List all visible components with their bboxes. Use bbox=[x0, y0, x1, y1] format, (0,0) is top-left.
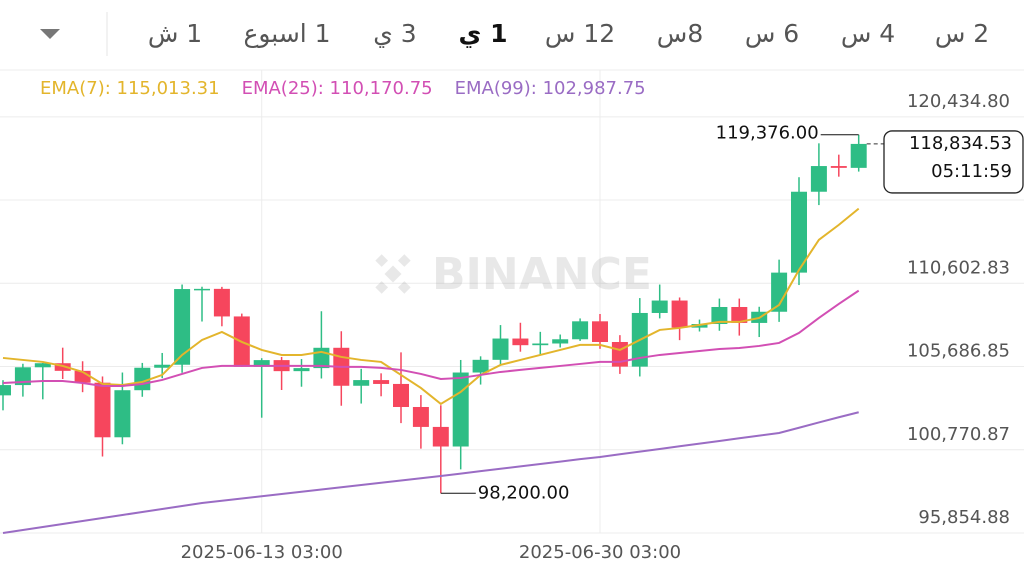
interval-tab[interactable]: 3 ي bbox=[373, 19, 416, 48]
candle-body bbox=[711, 306, 728, 325]
candle-body bbox=[393, 383, 409, 407]
candle-body bbox=[213, 288, 230, 317]
candle-body bbox=[552, 339, 569, 344]
y-tick-label: 95,854.88 bbox=[918, 507, 1010, 528]
candle-body bbox=[572, 321, 589, 340]
candle-body bbox=[850, 143, 867, 168]
legend-name: EMA(7) bbox=[40, 78, 117, 99]
y-tick-label: 110,602.83 bbox=[907, 257, 1010, 278]
legend-value: 110,170.75 bbox=[329, 78, 433, 99]
high-label: 119,376.00 bbox=[716, 123, 819, 144]
x-tick-label: 2025-06-13 03:00 bbox=[181, 542, 343, 563]
watermark-logo bbox=[375, 254, 411, 294]
plot bbox=[0, 134, 867, 535]
interval-tab[interactable]: 1 ش bbox=[148, 19, 202, 48]
price-label: 118,834.53 bbox=[909, 133, 1012, 154]
candle-body bbox=[592, 321, 608, 342]
legend-value: 115,013.31 bbox=[116, 78, 220, 99]
candle-body bbox=[174, 289, 191, 365]
ema-line bbox=[2, 289, 860, 387]
interval-tab[interactable]: 4 س bbox=[841, 19, 895, 48]
legend: EMA(7)115,013.31 EMA(25)110,170.75 EMA(99)… bbox=[40, 78, 668, 99]
y-tick-label: 100,770.87 bbox=[907, 424, 1010, 445]
candle-body bbox=[194, 288, 210, 291]
candle-body bbox=[492, 338, 509, 360]
candle-body bbox=[54, 363, 71, 371]
y-tick-label: 105,686.85 bbox=[907, 341, 1010, 362]
candle-body bbox=[373, 380, 390, 384]
candle-body bbox=[114, 390, 131, 438]
x-tick-label: 2025-06-30 03:00 bbox=[519, 542, 681, 563]
candle-body bbox=[154, 364, 171, 368]
candle-body bbox=[731, 306, 748, 323]
candle-body bbox=[472, 359, 489, 373]
candle-body bbox=[452, 372, 469, 447]
ema-line bbox=[2, 411, 859, 535]
legend-item: EMA(99)102,987.75 bbox=[455, 78, 646, 99]
candle-body bbox=[810, 166, 827, 192]
ema-line bbox=[2, 207, 860, 406]
low-label: 98,200.00 bbox=[478, 482, 570, 503]
watermark-text: BINANCE bbox=[432, 249, 652, 300]
candle-body bbox=[791, 191, 807, 273]
candle-body bbox=[532, 343, 549, 346]
candle-body bbox=[94, 382, 111, 438]
watermark: BINANCE bbox=[375, 249, 652, 300]
candle-body bbox=[771, 272, 788, 312]
price-box bbox=[883, 130, 1024, 194]
interval-tab[interactable]: 6 س bbox=[745, 19, 799, 48]
interval-tab[interactable]: 1 ي bbox=[458, 19, 507, 49]
candle-body bbox=[671, 300, 688, 328]
overlay: 95,854.88 100,770.87 105,686.85 110,602.83 1… bbox=[181, 91, 1024, 563]
interval-tab[interactable]: 12 س bbox=[545, 19, 615, 48]
candle-body bbox=[74, 370, 91, 383]
candle-body bbox=[651, 300, 668, 313]
candle-body bbox=[253, 360, 270, 367]
candle-body bbox=[512, 338, 529, 346]
countdown: 05:11:59 bbox=[931, 161, 1012, 182]
legend-item: EMA(25)110,170.75 bbox=[242, 78, 433, 99]
grid bbox=[0, 70, 1024, 534]
y-tick-label: 120,434.80 bbox=[907, 91, 1010, 112]
candle-body bbox=[353, 380, 370, 386]
candle-body bbox=[34, 363, 51, 368]
interval-tab[interactable]: 8س bbox=[657, 19, 703, 48]
legend-name: EMA(25) bbox=[242, 78, 330, 99]
legend-name: EMA(99) bbox=[455, 78, 543, 99]
legend-value: 102,987.75 bbox=[542, 78, 646, 99]
candle-body bbox=[830, 166, 847, 168]
interval-tabs: 2 س 4 س 6 س 8س 12 س 1 ي 3 ي 1 اسبوع 1 ش bbox=[148, 19, 989, 49]
candle-body bbox=[412, 406, 429, 427]
interval-tab[interactable]: 1 اسبوع bbox=[243, 19, 330, 48]
candle-body bbox=[14, 367, 31, 386]
candle-body bbox=[293, 368, 310, 372]
legend-item: EMA(7)115,013.31 bbox=[40, 78, 220, 99]
dropdown-arrow[interactable] bbox=[40, 29, 60, 39]
interval-tab[interactable]: 2 س bbox=[935, 19, 989, 48]
candle-body bbox=[432, 426, 449, 447]
candle-body bbox=[0, 385, 11, 396]
